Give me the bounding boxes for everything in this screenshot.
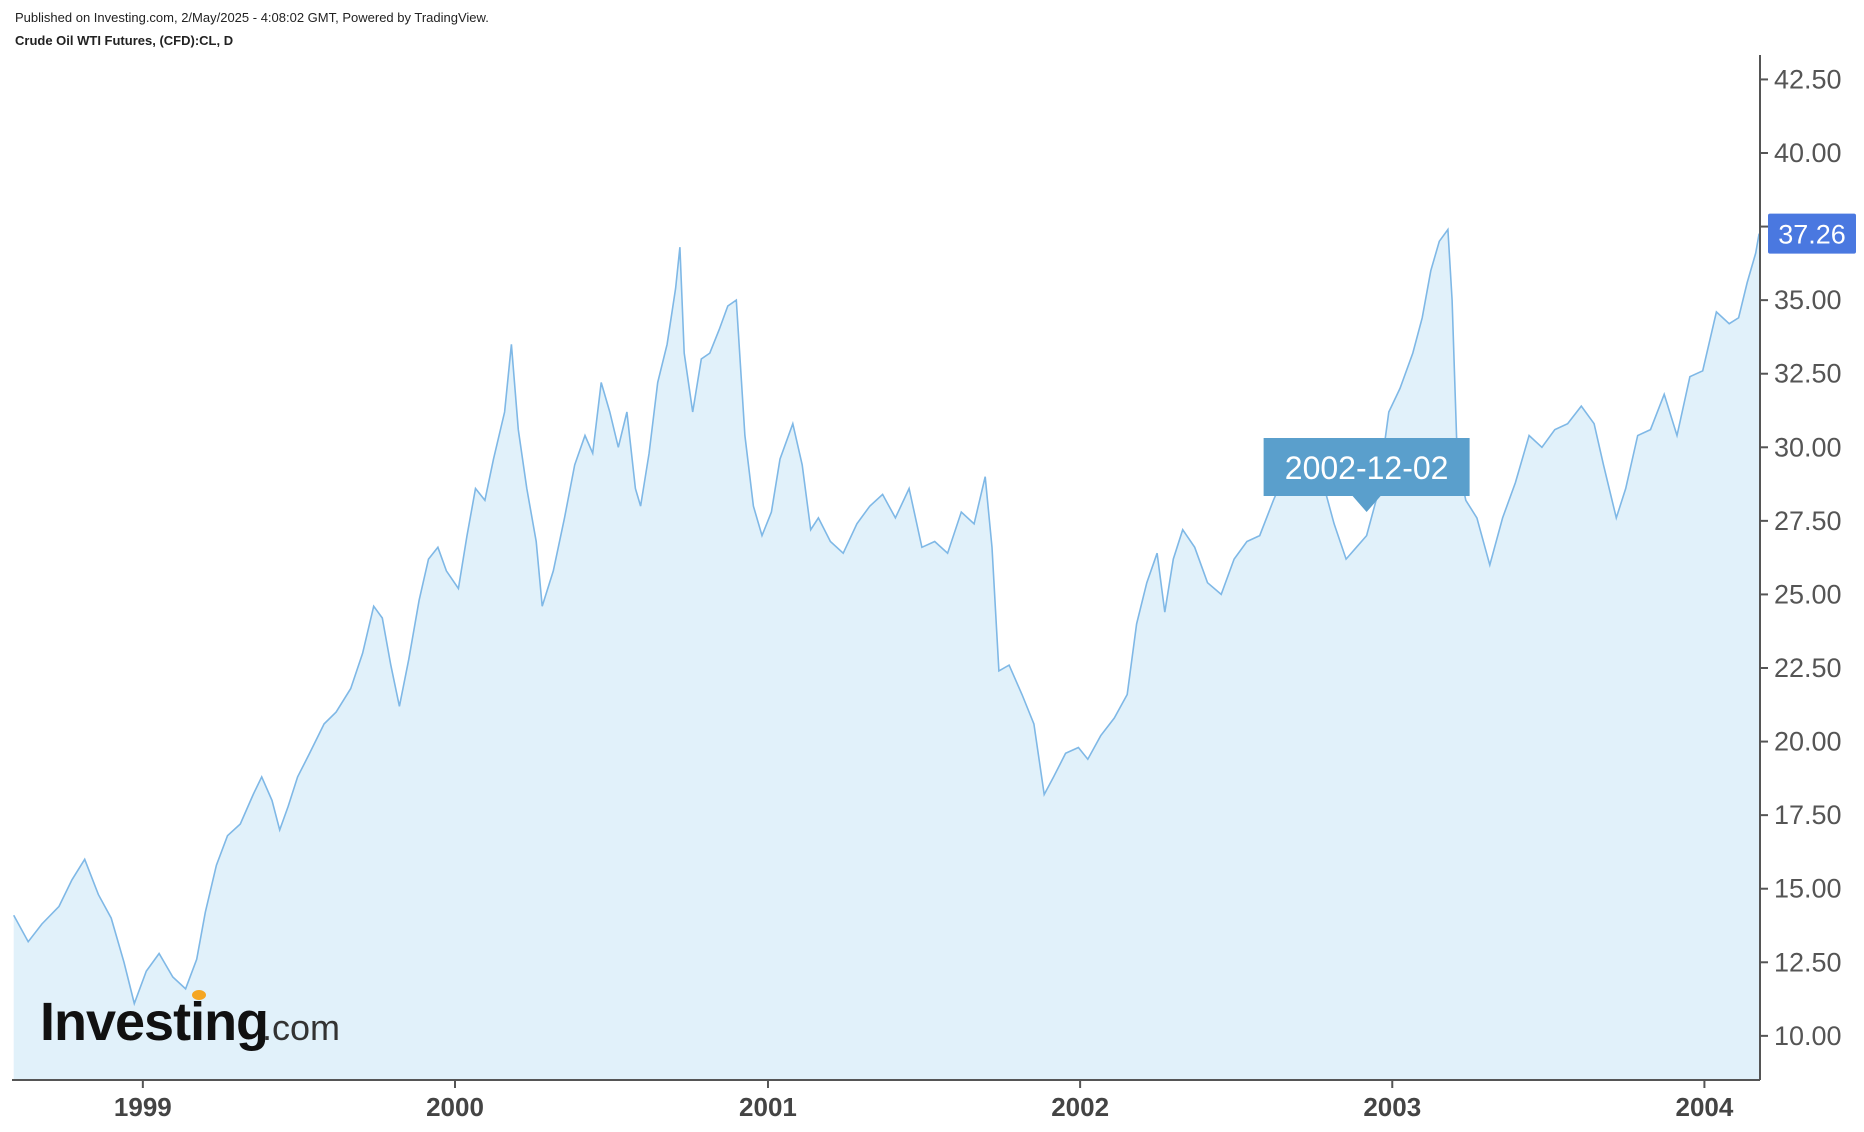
x-tick-label: 2003 <box>1363 1092 1421 1122</box>
y-tick-label: 40.00 <box>1774 138 1842 168</box>
y-tick-label: 17.50 <box>1774 800 1842 830</box>
x-tick-label: 2000 <box>426 1092 484 1122</box>
instrument-title: Crude Oil WTI Futures, (CFD):CL, D <box>15 33 234 48</box>
published-caption: Published on Investing.com, 2/May/2025 -… <box>15 10 489 25</box>
y-axis: 10.00 12.50 15.00 17.50 20.00 22.50 25.00 27.50… <box>1759 55 1842 1080</box>
logo-wordmark: Investing <box>40 992 268 1052</box>
y-tick-label: 35.00 <box>1774 285 1842 315</box>
x-tick-label: 2004 <box>1675 1092 1733 1122</box>
last-price-label: 37.26 <box>1768 213 1856 254</box>
investing-logo: Investing .com <box>40 990 340 1052</box>
logo-accent-icon <box>192 990 206 1000</box>
y-tick-label: 22.50 <box>1774 653 1842 683</box>
tooltip-date: 2002-12-02 <box>1285 450 1449 486</box>
y-tick-label: 12.50 <box>1774 947 1842 977</box>
y-tick-label: 20.00 <box>1774 727 1842 757</box>
y-tick-label: 42.50 <box>1774 64 1842 94</box>
price-area-fill <box>13 229 1760 1080</box>
last-price-value: 37.26 <box>1778 220 1846 250</box>
y-tick-label: 15.00 <box>1774 874 1842 904</box>
y-tick-label: 25.00 <box>1774 579 1842 609</box>
price-line <box>12 227 1760 1007</box>
x-axis: 1999 2000 2001 2002 2003 2004 <box>12 1079 1760 1122</box>
y-tick-label: 27.50 <box>1774 506 1842 536</box>
x-tick-label: 2002 <box>1051 1092 1109 1122</box>
logo-suffix: .com <box>262 1007 340 1048</box>
date-tooltip: 2002-12-02 <box>1263 438 1470 513</box>
y-tick-label: 30.00 <box>1774 432 1842 462</box>
x-tick-label: 1999 <box>114 1092 172 1122</box>
y-tick-label: 32.50 <box>1774 359 1842 389</box>
x-tick-label: 2001 <box>739 1092 797 1122</box>
y-tick-label: 10.00 <box>1774 1021 1842 1051</box>
